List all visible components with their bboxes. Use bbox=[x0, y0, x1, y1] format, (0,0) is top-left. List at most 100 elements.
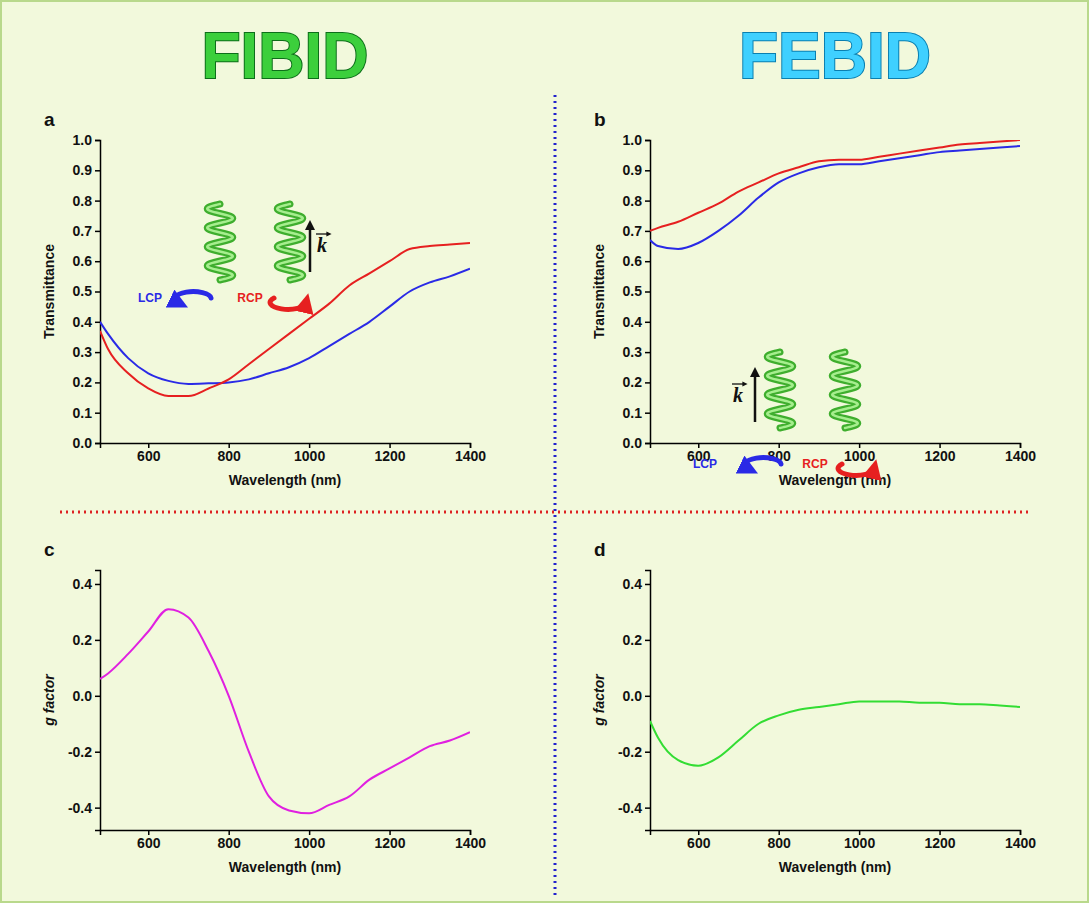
x-axis: 600 800 1000 1200 1400 bbox=[101, 830, 487, 851]
x-tick: 600 bbox=[137, 443, 161, 464]
x-axis-title: Wavelength (nm) bbox=[229, 472, 341, 488]
x-tick-label: 1200 bbox=[374, 835, 405, 851]
y-tick-mark bbox=[95, 640, 100, 642]
y-tick: 0.8 bbox=[73, 193, 100, 209]
x-tick-label: 800 bbox=[218, 835, 242, 851]
legend-curl bbox=[745, 458, 781, 469]
y-axis: -0.4-0.20.00.20.4 bbox=[618, 571, 651, 831]
y-tick-mark bbox=[95, 412, 100, 414]
k-vector-bar bbox=[732, 383, 745, 384]
x-tick-label: 1000 bbox=[294, 835, 325, 851]
helix bbox=[207, 204, 233, 280]
panel: 600800100012001400-0.4-0.20.00.20.4Wavel… bbox=[591, 539, 1036, 875]
y-tick-mark bbox=[645, 751, 650, 753]
helix bbox=[832, 352, 858, 428]
x-tick: 1400 bbox=[455, 830, 486, 851]
x-tick: 800 bbox=[218, 830, 242, 851]
y-tick: 0.2 bbox=[623, 374, 650, 390]
y-tick-label: 0.0 bbox=[623, 435, 643, 451]
y-tick-label: 0.8 bbox=[623, 193, 643, 209]
y-tick: 0.4 bbox=[73, 576, 100, 592]
k-label: k bbox=[317, 234, 327, 256]
panel-label: c bbox=[44, 539, 55, 560]
panel: 600800100012001400-0.4-0.20.00.20.4Wavel… bbox=[41, 539, 486, 875]
legend-label: RCP bbox=[802, 457, 827, 471]
y-tick-mark bbox=[95, 352, 100, 354]
column-title: FIBID bbox=[201, 20, 368, 92]
y-tick-label: 0.5 bbox=[73, 283, 93, 299]
y-tick-mark bbox=[95, 200, 100, 202]
x-axis-title: Wavelength (nm) bbox=[229, 859, 341, 875]
y-tick-mark bbox=[645, 382, 650, 384]
legend: kLCPRCP bbox=[693, 352, 874, 475]
y-tick: 0.0 bbox=[623, 688, 650, 704]
x-tick-label: 1000 bbox=[844, 835, 875, 851]
y-tick-mark bbox=[645, 807, 650, 809]
y-tick-label: 0.2 bbox=[623, 632, 643, 648]
y-tick-mark bbox=[645, 443, 650, 445]
y-tick: -0.4 bbox=[68, 800, 100, 816]
x-tick: 1400 bbox=[1005, 830, 1036, 851]
y-axis-line bbox=[645, 141, 651, 444]
y-tick: 0.1 bbox=[623, 405, 650, 421]
x-tick: 800 bbox=[218, 443, 242, 464]
x-tick: 600 bbox=[137, 830, 161, 851]
y-tick-label: 0.2 bbox=[623, 374, 643, 390]
y-axis-title: Transmittance bbox=[591, 244, 607, 339]
panel-label: d bbox=[594, 539, 606, 560]
series-line bbox=[650, 701, 1020, 765]
y-tick-mark bbox=[95, 140, 100, 142]
y-tick: 0.7 bbox=[73, 223, 100, 239]
y-tick-mark bbox=[645, 231, 650, 233]
y-axis-title: g factor bbox=[41, 673, 57, 727]
y-tick: 0.5 bbox=[73, 283, 100, 299]
y-axis-line bbox=[645, 571, 651, 831]
plot-area bbox=[650, 140, 1020, 249]
y-tick-label: 0.2 bbox=[73, 632, 93, 648]
x-tick: 1200 bbox=[924, 830, 955, 851]
helix-highlight bbox=[832, 352, 858, 428]
x-tick-label: 1400 bbox=[455, 835, 486, 851]
legend-label: RCP bbox=[237, 291, 262, 305]
y-tick: 0.0 bbox=[73, 688, 100, 704]
y-tick: 0.4 bbox=[623, 314, 650, 330]
y-tick-label: 0.0 bbox=[73, 688, 93, 704]
x-tick: 1200 bbox=[924, 443, 955, 464]
y-tick-mark bbox=[645, 584, 650, 586]
y-tick: 0.2 bbox=[73, 374, 100, 390]
y-tick: 0.7 bbox=[623, 223, 650, 239]
x-tick: 1200 bbox=[374, 830, 405, 851]
y-tick-mark bbox=[645, 291, 650, 293]
column-title: FEBID bbox=[739, 20, 931, 92]
x-axis: 600800100012001400 bbox=[101, 443, 487, 464]
y-tick-label: 0.9 bbox=[623, 162, 643, 178]
legend: kLCPRCP bbox=[138, 204, 329, 309]
y-axis-line bbox=[95, 141, 101, 444]
y-tick-label: 0.7 bbox=[623, 223, 643, 239]
y-tick-label: 1.0 bbox=[623, 132, 643, 148]
y-tick-mark bbox=[645, 322, 650, 324]
x-tick: 600 bbox=[687, 830, 711, 851]
series-line bbox=[650, 140, 1020, 231]
y-axis: -0.4-0.20.00.20.4 bbox=[68, 571, 101, 831]
y-tick-mark bbox=[95, 231, 100, 233]
panel-label: a bbox=[44, 109, 55, 130]
series-line bbox=[650, 146, 1020, 249]
y-tick-label: -0.4 bbox=[68, 800, 92, 816]
y-tick-mark bbox=[645, 640, 650, 642]
x-tick-label: 1200 bbox=[374, 448, 405, 464]
y-tick: 0.2 bbox=[73, 632, 100, 648]
y-tick-mark bbox=[645, 352, 650, 354]
y-tick-label: 0.8 bbox=[73, 193, 93, 209]
panel: 6008001000120014000.00.10.20.30.40.50.60… bbox=[591, 109, 1036, 488]
helix-highlight bbox=[277, 204, 303, 280]
y-tick: 0.0 bbox=[73, 435, 100, 451]
x-tick: 1200 bbox=[374, 443, 405, 464]
y-tick-label: 1.0 bbox=[73, 132, 93, 148]
y-tick: 0.9 bbox=[73, 162, 100, 178]
series-line bbox=[100, 243, 470, 396]
y-tick-label: 0.0 bbox=[623, 688, 643, 704]
legend-curl bbox=[175, 292, 211, 303]
legend-curl bbox=[270, 298, 306, 309]
y-tick-label: 0.1 bbox=[623, 405, 643, 421]
